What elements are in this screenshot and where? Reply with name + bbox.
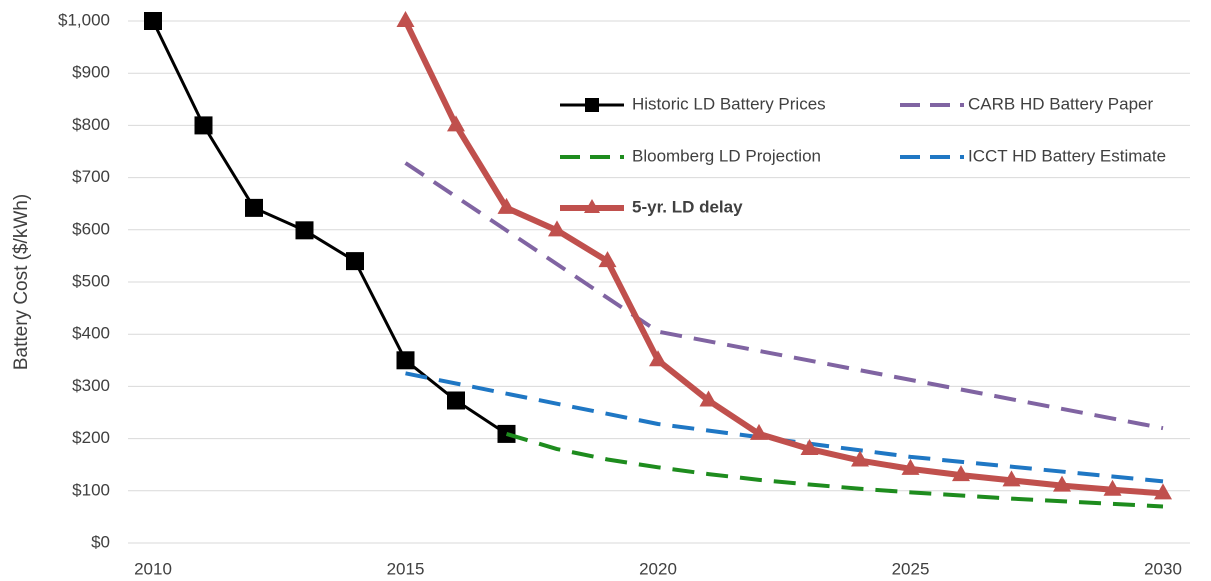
- data-point: [548, 220, 566, 237]
- y-tick-label: $0: [91, 532, 110, 551]
- data-point: [396, 11, 415, 27]
- x-tick-label: 2030: [1144, 559, 1182, 578]
- legend-label: Bloomberg LD Projection: [632, 146, 821, 165]
- data-point: [144, 12, 162, 30]
- y-tick-label: $400: [72, 324, 110, 343]
- legend-label: 5-yr. LD delay: [632, 197, 743, 216]
- data-point: [1154, 483, 1172, 500]
- x-tick-label: 2010: [134, 559, 172, 578]
- data-point: [598, 251, 617, 268]
- data-point: [1002, 470, 1021, 487]
- data-point: [699, 390, 718, 407]
- y-tick-label: $600: [72, 219, 110, 238]
- x-tick-label: 2015: [387, 559, 425, 578]
- y-tick-label: $800: [72, 115, 110, 134]
- data-point: [901, 458, 920, 475]
- data-point: [851, 450, 869, 467]
- data-point: [1103, 479, 1122, 496]
- y-tick-label: $500: [72, 271, 110, 290]
- data-point: [649, 350, 667, 367]
- data-point: [295, 221, 314, 240]
- data-point: [750, 423, 768, 440]
- series-line: [402, 19, 1164, 497]
- legend-label: Historic LD Battery Prices: [632, 94, 826, 113]
- data-point: [497, 197, 516, 214]
- data-point: [447, 115, 465, 132]
- legend-marker: [585, 98, 599, 112]
- y-axis-label: Battery Cost ($/kWh): [11, 194, 32, 370]
- legend-label: CARB HD Battery Paper: [968, 94, 1154, 113]
- y-tick-label: $900: [72, 63, 110, 82]
- data-point: [800, 439, 819, 456]
- series-line: [505, 431, 1164, 509]
- data-point: [346, 252, 364, 271]
- series-line: [151, 20, 508, 436]
- y-tick-label: $700: [72, 167, 110, 186]
- data-point: [952, 465, 970, 482]
- data-point: [447, 391, 465, 410]
- y-tick-label: $200: [72, 428, 110, 447]
- y-tick-label: $300: [72, 376, 110, 395]
- y-tick-label: $1,000: [58, 10, 110, 29]
- data-point: [194, 116, 213, 135]
- y-tick-label: $100: [72, 480, 110, 499]
- x-tick-label: 2020: [639, 559, 677, 578]
- data-point: [396, 351, 415, 370]
- series-line: [404, 161, 1164, 431]
- series-line: [405, 371, 1164, 484]
- x-tick-label: 2025: [892, 559, 930, 578]
- data-point: [1053, 475, 1071, 492]
- legend-label: ICCT HD Battery Estimate: [968, 146, 1166, 165]
- legend-marker: [584, 199, 600, 213]
- data-point: [245, 198, 263, 217]
